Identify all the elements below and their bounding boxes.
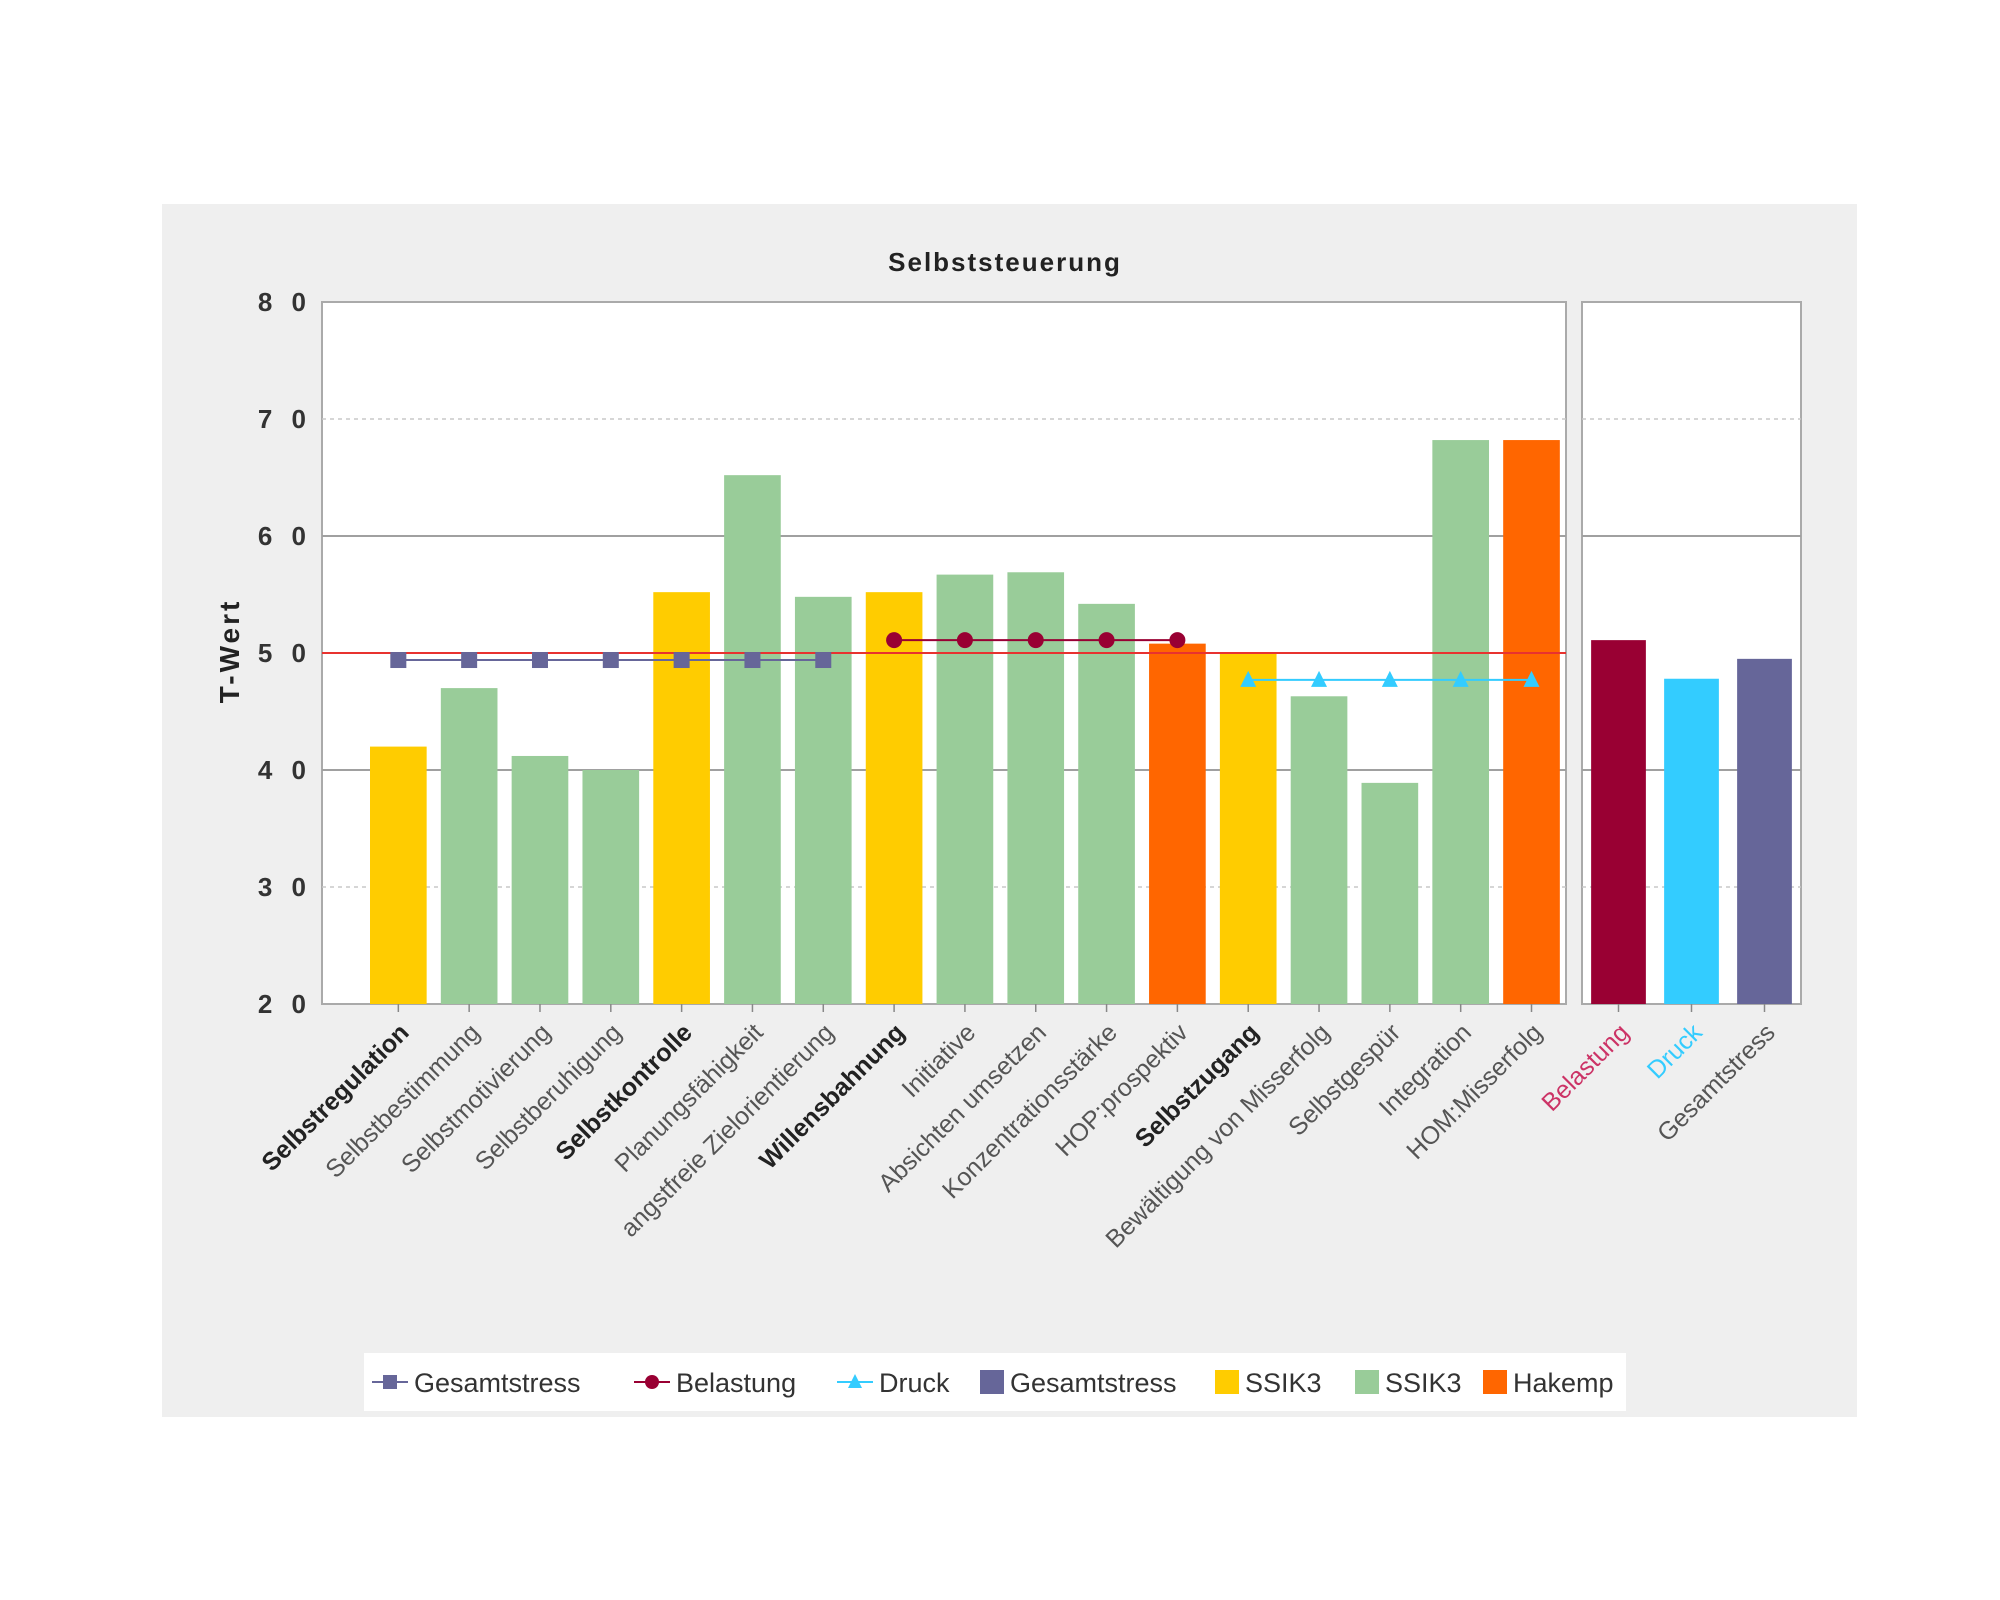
legend-label: SSIK3 (1385, 1368, 1462, 1398)
legend-marker (645, 1375, 659, 1389)
y-tick-label: 5 0 (258, 638, 312, 668)
series-point (1311, 670, 1328, 687)
bar (1361, 782, 1419, 1004)
legend-label: SSIK3 (1245, 1368, 1322, 1398)
legend-marker (848, 1374, 862, 1388)
series-point (1240, 670, 1257, 687)
legend: Gesamtstress Belastung Druck Gesamtstress SS… (364, 1353, 1626, 1411)
chart-panel: Selbststeuerung T-Wert 8 0 7 0 6 0 5 0 4 0 3 … (162, 204, 1857, 1417)
legend-label: Gesamtstress (1010, 1368, 1177, 1398)
y-tick-label: 2 0 (258, 989, 312, 1019)
bar (370, 746, 427, 1004)
bar (1432, 440, 1490, 1004)
series-point (531, 652, 548, 669)
chart-title: Selbststeuerung (888, 247, 1122, 277)
series-point (390, 652, 407, 669)
bar (1290, 696, 1348, 1004)
series-point (602, 652, 619, 669)
series-point (1523, 670, 1540, 687)
series-point (956, 632, 973, 649)
series-point (673, 652, 690, 669)
bar (511, 755, 569, 1004)
y-tick-label: 8 0 (258, 287, 312, 317)
series-point (1169, 632, 1186, 649)
side-bar (1664, 678, 1719, 1004)
legend-swatch (1215, 1370, 1239, 1394)
y-axis-label: T-Wert (214, 599, 245, 704)
legend-label: Gesamtstress (414, 1368, 581, 1398)
y-tick-label: 4 0 (258, 755, 312, 785)
side-bar (1591, 640, 1646, 1004)
y-tick-label: 6 0 (258, 521, 312, 551)
y-tick-label: 7 0 (258, 404, 312, 434)
legend-label: Belastung (676, 1368, 796, 1398)
series-point (1098, 632, 1115, 649)
side-bar (1737, 658, 1792, 1004)
series-point (1381, 670, 1398, 687)
legend-marker (383, 1375, 397, 1389)
bar (865, 592, 923, 1004)
series-point (815, 652, 832, 669)
bar (1503, 440, 1560, 1004)
y-tick-label: 3 0 (258, 872, 312, 902)
chart: Selbststeuerung T-Wert 8 0 7 0 6 0 5 0 4 0 3 … (214, 247, 1802, 1411)
series-point (1027, 632, 1044, 649)
side-x-tick-label: Belastung (1536, 1018, 1634, 1116)
x-tick-label: Selbstzugang (1130, 1018, 1265, 1153)
series-point (1452, 670, 1469, 687)
series-point (886, 632, 903, 649)
series-point (744, 652, 761, 669)
legend-swatch (1355, 1370, 1379, 1394)
bar (1219, 653, 1277, 1004)
bar (1078, 603, 1135, 1004)
bar (582, 770, 640, 1004)
legend-label: Hakemp (1513, 1368, 1614, 1398)
bar (440, 688, 498, 1004)
bar (1149, 643, 1206, 1004)
legend-swatch (980, 1370, 1004, 1394)
series-point (461, 652, 478, 669)
side-x-tick-label: Druck (1642, 1018, 1708, 1084)
plot-area: 8 07 06 05 04 03 02 0SelbstregulationSel… (256, 287, 1802, 1253)
legend-swatch (1483, 1370, 1507, 1394)
legend-label: Druck (879, 1368, 950, 1398)
bar (724, 475, 781, 1004)
